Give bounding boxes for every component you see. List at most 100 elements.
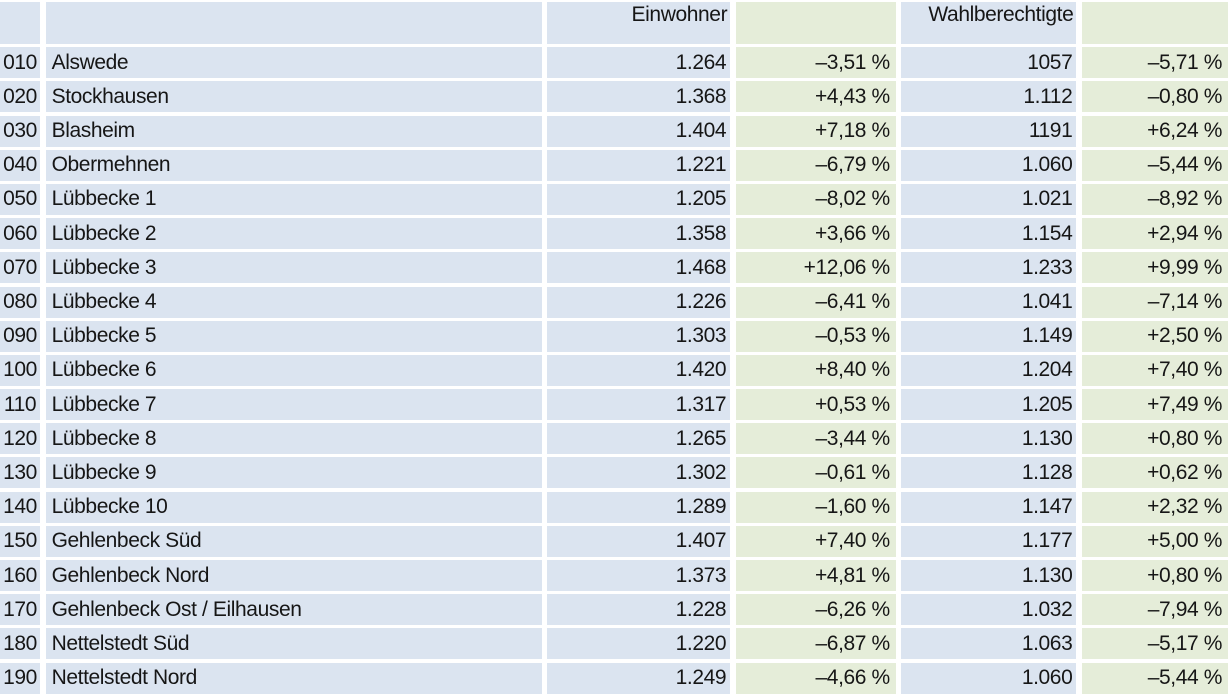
district-name: Lübbecke 9 <box>45 457 542 489</box>
einwohner-value: 1.373 <box>547 560 731 591</box>
einwohner-value: 1.302 <box>547 457 731 489</box>
district-name: Nettelstedt Nord <box>45 662 542 694</box>
wahlberechtigte-change-value: –5,17 % <box>1081 628 1228 660</box>
district-name: Gehlenbeck Süd <box>45 525 542 557</box>
wahlberechtigte-change-value: –0,80 % <box>1081 81 1228 113</box>
district-code: 060 <box>0 218 40 250</box>
header-wahlberechtigte-change-cell <box>1081 2 1228 44</box>
table-row: 060 Lübbecke 2 1.358 +3,66 % 1.154 +2,94… <box>0 218 1228 250</box>
einwohner-value: 1.468 <box>547 252 731 284</box>
einwohner-value: 1.289 <box>547 491 731 523</box>
wahlberechtigte-value: 1.204 <box>901 354 1077 386</box>
district-name: Gehlenbeck Nord <box>45 560 542 591</box>
district-code: 090 <box>0 320 40 352</box>
einwohner-change-value: –6,41 % <box>735 286 896 318</box>
einwohner-change-value: –3,51 % <box>735 47 896 79</box>
district-name: Lübbecke 8 <box>45 423 542 455</box>
table-row: 070 Lübbecke 3 1.468 +12,06 % 1.233 +9,9… <box>0 252 1228 284</box>
wahlberechtigte-value: 1.233 <box>901 252 1077 284</box>
table-header-row: Einwohner Wahlberechtigte <box>0 2 1228 44</box>
einwohner-value: 1.228 <box>547 594 731 626</box>
district-name: Lübbecke 6 <box>45 354 542 386</box>
district-code: 050 <box>0 183 40 215</box>
einwohner-change-value: –8,02 % <box>735 183 896 215</box>
district-name: Nettelstedt Süd <box>45 628 542 660</box>
table-row: 120 Lübbecke 8 1.265 –3,44 % 1.130 +0,80… <box>0 423 1228 455</box>
wahlberechtigte-change-value: +9,99 % <box>1081 252 1228 284</box>
district-code: 180 <box>0 628 40 660</box>
wahlberechtigte-change-value: –8,92 % <box>1081 183 1228 215</box>
table-row: 040 Obermehnen 1.221 –6,79 % 1.060 –5,44… <box>0 149 1228 181</box>
wahlberechtigte-change-value: +0,80 % <box>1081 560 1228 591</box>
wahlberechtigte-change-value: +5,00 % <box>1081 525 1228 557</box>
table-row: 130 Lübbecke 9 1.302 –0,61 % 1.128 +0,62… <box>0 457 1228 489</box>
wahlberechtigte-value: 1.063 <box>901 628 1077 660</box>
wahlberechtigte-value: 1.147 <box>901 491 1077 523</box>
district-name: Lübbecke 5 <box>45 320 542 352</box>
einwohner-change-value: –0,61 % <box>735 457 896 489</box>
table-body: 010 Alswede 1.264 –3,51 % 1057 –5,71 % 0… <box>0 47 1228 694</box>
district-code: 160 <box>0 560 40 591</box>
wahlberechtigte-change-value: +0,62 % <box>1081 457 1228 489</box>
wahlberechtigte-change-value: +2,32 % <box>1081 491 1228 523</box>
district-code: 190 <box>0 662 40 694</box>
einwohner-change-value: –3,44 % <box>735 423 896 455</box>
table-row: 110 Lübbecke 7 1.317 +0,53 % 1.205 +7,49… <box>0 389 1228 421</box>
wahlberechtigte-value: 1.128 <box>901 457 1077 489</box>
einwohner-change-value: +4,81 % <box>735 560 896 591</box>
district-code: 170 <box>0 594 40 626</box>
table-row: 160 Gehlenbeck Nord 1.373 +4,81 % 1.130 … <box>0 560 1228 591</box>
district-code: 070 <box>0 252 40 284</box>
wahlberechtigte-value: 1.130 <box>901 423 1077 455</box>
wahlberechtigte-change-value: +2,94 % <box>1081 218 1228 250</box>
district-code: 080 <box>0 286 40 318</box>
einwohner-change-value: +7,18 % <box>735 115 896 147</box>
einwohner-value: 1.404 <box>547 115 731 147</box>
wahlberechtigte-value: 1.154 <box>901 218 1077 250</box>
district-name: Lübbecke 3 <box>45 252 542 284</box>
table-row: 020 Stockhausen 1.368 +4,43 % 1.112 –0,8… <box>0 81 1228 113</box>
wahlberechtigte-value: 1.060 <box>901 149 1077 181</box>
einwohner-value: 1.205 <box>547 183 731 215</box>
wahlberechtigte-value: 1.041 <box>901 286 1077 318</box>
header-einwohner-change-cell <box>735 2 896 44</box>
wahlberechtigte-change-value: –5,44 % <box>1081 662 1228 694</box>
einwohner-value: 1.317 <box>547 389 731 421</box>
wahlberechtigte-value: 1.032 <box>901 594 1077 626</box>
table-row: 090 Lübbecke 5 1.303 –0,53 % 1.149 +2,50… <box>0 320 1228 352</box>
wahlberechtigte-change-value: +2,50 % <box>1081 320 1228 352</box>
einwohner-change-value: +12,06 % <box>735 252 896 284</box>
table-row: 010 Alswede 1.264 –3,51 % 1057 –5,71 % <box>0 47 1228 79</box>
wahlberechtigte-value: 1191 <box>901 115 1077 147</box>
wahlberechtigte-change-value: –7,14 % <box>1081 286 1228 318</box>
einwohner-change-value: +0,53 % <box>735 389 896 421</box>
district-name: Blasheim <box>45 115 542 147</box>
wahlberechtigte-value: 1.130 <box>901 560 1077 591</box>
einwohner-value: 1.407 <box>547 525 731 557</box>
table-row: 150 Gehlenbeck Süd 1.407 +7,40 % 1.177 +… <box>0 525 1228 557</box>
table-row: 100 Lübbecke 6 1.420 +8,40 % 1.204 +7,40… <box>0 354 1228 386</box>
district-code: 030 <box>0 115 40 147</box>
wahlberechtigte-value: 1.149 <box>901 320 1077 352</box>
einwohner-change-value: –6,26 % <box>735 594 896 626</box>
einwohner-change-value: –1,60 % <box>735 491 896 523</box>
einwohner-change-value: +8,40 % <box>735 354 896 386</box>
wahlberechtigte-value: 1057 <box>901 47 1077 79</box>
district-name: Stockhausen <box>45 81 542 113</box>
einwohner-change-value: –0,53 % <box>735 320 896 352</box>
wahlberechtigte-change-value: –5,44 % <box>1081 149 1228 181</box>
district-name: Lübbecke 1 <box>45 183 542 215</box>
column-header-wahlberechtigte: Wahlberechtigte <box>901 2 1077 44</box>
district-code: 040 <box>0 149 40 181</box>
district-code: 130 <box>0 457 40 489</box>
district-code: 100 <box>0 354 40 386</box>
einwohner-change-value: –6,87 % <box>735 628 896 660</box>
wahlberechtigte-change-value: –7,94 % <box>1081 594 1228 626</box>
district-name: Lübbecke 7 <box>45 389 542 421</box>
einwohner-change-value: +7,40 % <box>735 525 896 557</box>
wahlberechtigte-change-value: –5,71 % <box>1081 47 1228 79</box>
wahlberechtigte-change-value: +0,80 % <box>1081 423 1228 455</box>
district-code: 020 <box>0 81 40 113</box>
district-name: Alswede <box>45 47 542 79</box>
table-row: 190 Nettelstedt Nord 1.249 –4,66 % 1.060… <box>0 662 1228 694</box>
